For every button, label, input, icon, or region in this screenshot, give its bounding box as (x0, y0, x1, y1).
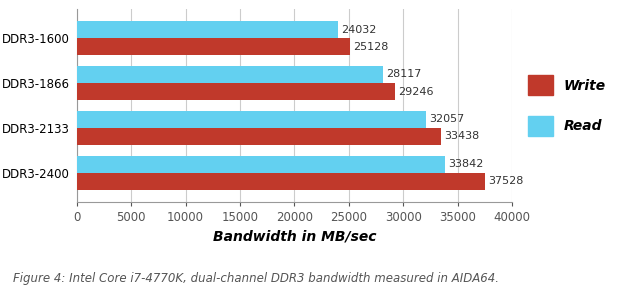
Bar (77, 83, 395, 100)
Text: 29246: 29246 (398, 86, 434, 97)
Text: 28117: 28117 (386, 69, 421, 80)
Text: 24032: 24032 (342, 25, 377, 34)
Text: Figure 4: Intel Core i7-4770K, dual-channel DDR3 bandwidth measured in AIDA64.: Figure 4: Intel Core i7-4770K, dual-chan… (13, 272, 499, 285)
Text: 25128: 25128 (353, 42, 389, 52)
Bar (77, 128, 440, 145)
Bar (77, 38, 350, 55)
Bar (77, 66, 383, 83)
Text: 32057: 32057 (429, 114, 464, 124)
Bar (77, 173, 485, 190)
Text: 37528: 37528 (488, 176, 524, 186)
Bar (77, 21, 339, 38)
Text: 33438: 33438 (444, 131, 479, 141)
X-axis label: Bandwidth in MB/sec: Bandwidth in MB/sec (212, 230, 376, 244)
Text: 33842: 33842 (448, 159, 484, 169)
Bar (77, 111, 426, 128)
Bar (77, 156, 445, 173)
Legend: Write, Read: Write, Read (527, 75, 606, 135)
